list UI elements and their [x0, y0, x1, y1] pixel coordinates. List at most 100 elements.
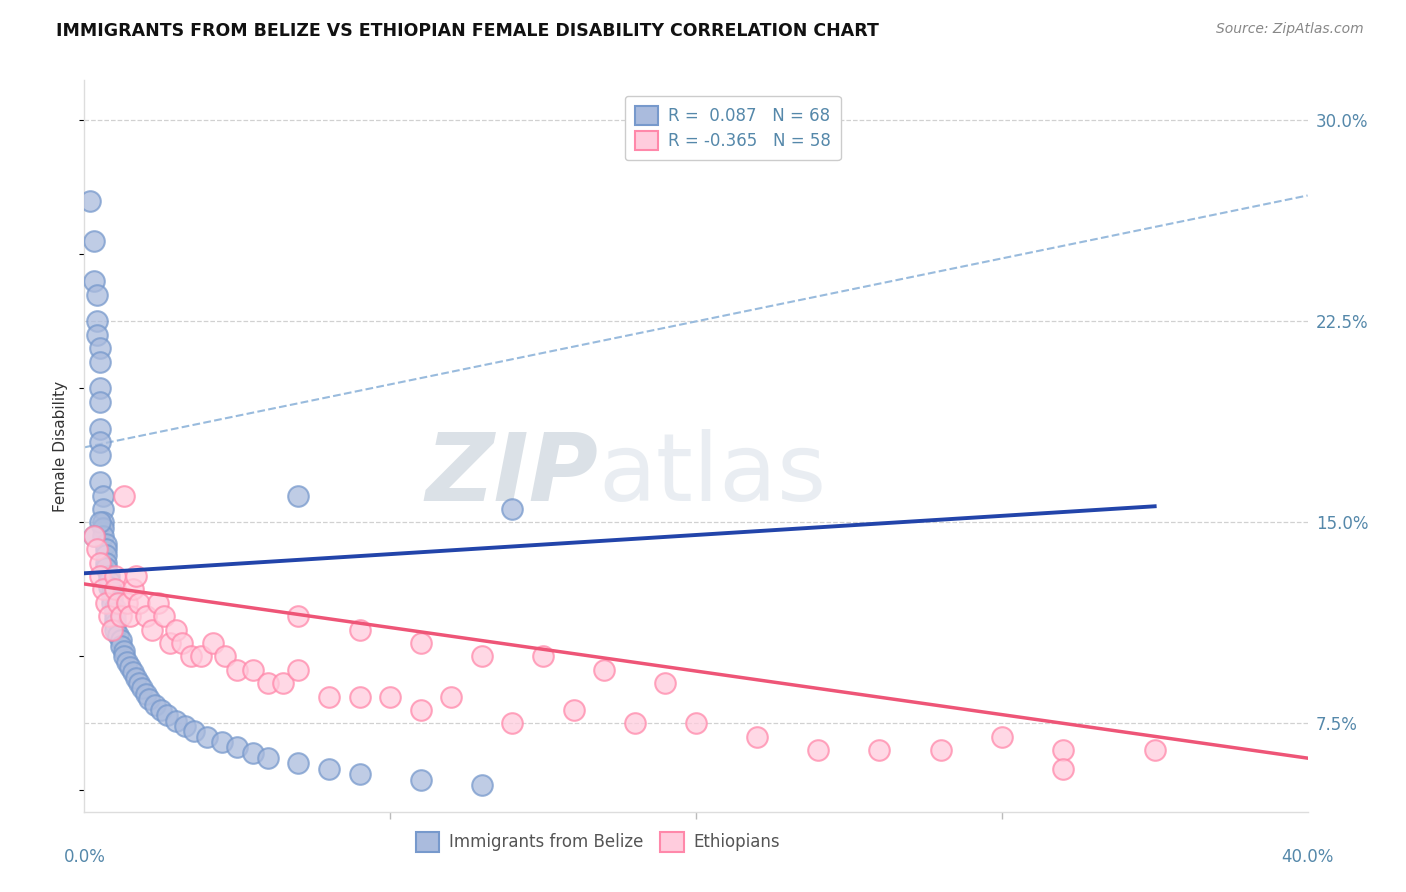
Point — [83, 274, 105, 288]
Point — [287, 489, 309, 503]
Point — [101, 596, 124, 610]
Point — [94, 537, 117, 551]
Point — [125, 671, 148, 685]
Point — [101, 591, 124, 605]
Point — [1052, 762, 1074, 776]
Text: atlas: atlas — [598, 429, 827, 521]
Point — [869, 743, 891, 757]
Point — [471, 778, 494, 792]
Text: 40.0%: 40.0% — [1281, 848, 1334, 866]
Point — [89, 569, 111, 583]
Point — [159, 636, 181, 650]
Point — [380, 690, 402, 704]
Point — [153, 609, 176, 624]
Point — [86, 542, 108, 557]
Point — [135, 687, 157, 701]
Point — [112, 489, 135, 503]
Point — [107, 596, 129, 610]
Point — [201, 636, 224, 650]
Point — [409, 636, 432, 650]
Point — [440, 690, 463, 704]
Point — [120, 660, 142, 674]
Point — [318, 690, 340, 704]
Legend: Immigrants from Belize, Ethiopians: Immigrants from Belize, Ethiopians — [409, 826, 787, 858]
Point — [128, 676, 150, 690]
Point — [190, 649, 212, 664]
Point — [104, 617, 127, 632]
Point — [409, 703, 432, 717]
Point — [141, 623, 163, 637]
Point — [349, 767, 371, 781]
Point — [89, 421, 111, 435]
Point — [1143, 743, 1166, 757]
Point — [502, 502, 524, 516]
Point — [91, 521, 114, 535]
Point — [89, 341, 111, 355]
Point — [104, 612, 127, 626]
Point — [91, 502, 114, 516]
Point — [91, 516, 114, 530]
Point — [101, 585, 124, 599]
Point — [89, 394, 111, 409]
Point — [120, 609, 142, 624]
Point — [183, 724, 205, 739]
Point — [807, 743, 830, 757]
Point — [146, 596, 169, 610]
Point — [349, 690, 371, 704]
Point — [318, 762, 340, 776]
Point — [624, 716, 647, 731]
Y-axis label: Female Disability: Female Disability — [53, 380, 69, 512]
Point — [104, 582, 127, 597]
Point — [94, 561, 117, 575]
Point — [135, 609, 157, 624]
Point — [747, 730, 769, 744]
Point — [110, 639, 132, 653]
Point — [107, 628, 129, 642]
Point — [110, 633, 132, 648]
Point — [79, 194, 101, 208]
Point — [104, 569, 127, 583]
Point — [89, 475, 111, 490]
Point — [211, 735, 233, 749]
Point — [562, 703, 585, 717]
Point — [89, 556, 111, 570]
Point — [287, 663, 309, 677]
Point — [101, 623, 124, 637]
Point — [287, 609, 309, 624]
Point — [242, 663, 264, 677]
Point — [104, 601, 127, 615]
Point — [180, 649, 202, 664]
Point — [89, 354, 111, 368]
Point — [214, 649, 236, 664]
Point — [226, 740, 249, 755]
Point — [991, 730, 1014, 744]
Point — [86, 327, 108, 342]
Point — [112, 644, 135, 658]
Point — [94, 542, 117, 557]
Point — [94, 596, 117, 610]
Point — [115, 655, 138, 669]
Point — [131, 681, 153, 696]
Point — [174, 719, 197, 733]
Text: 0.0%: 0.0% — [63, 848, 105, 866]
Point — [104, 623, 127, 637]
Text: ZIP: ZIP — [425, 429, 598, 521]
Point — [115, 596, 138, 610]
Point — [83, 529, 105, 543]
Point — [409, 772, 432, 787]
Point — [94, 556, 117, 570]
Point — [104, 607, 127, 621]
Point — [89, 434, 111, 449]
Point — [128, 596, 150, 610]
Point — [1052, 743, 1074, 757]
Point — [654, 676, 676, 690]
Point — [172, 636, 194, 650]
Point — [122, 665, 145, 680]
Text: IMMIGRANTS FROM BELIZE VS ETHIOPIAN FEMALE DISABILITY CORRELATION CHART: IMMIGRANTS FROM BELIZE VS ETHIOPIAN FEMA… — [56, 22, 879, 40]
Text: Source: ZipAtlas.com: Source: ZipAtlas.com — [1216, 22, 1364, 37]
Point — [89, 516, 111, 530]
Point — [143, 698, 166, 712]
Point — [257, 676, 280, 690]
Point — [502, 716, 524, 731]
Point — [91, 489, 114, 503]
